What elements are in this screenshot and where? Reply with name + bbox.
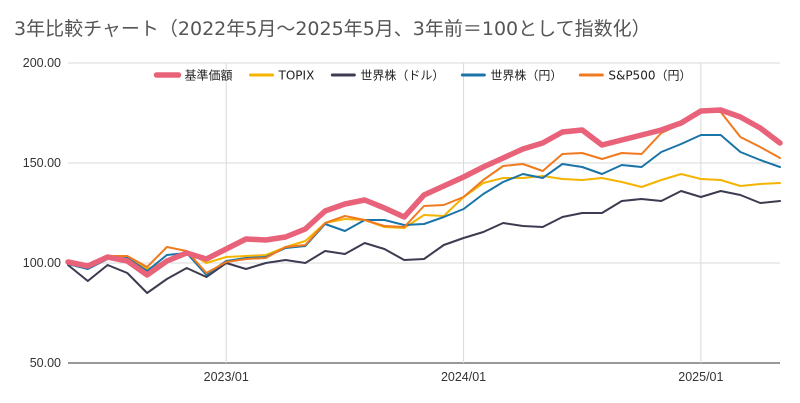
legend-label: S&P500（円）: [608, 69, 691, 83]
x-tick-label: 2025/01: [678, 370, 723, 384]
y-tick-label: 200.00: [23, 56, 61, 70]
y-tick-label: 150.00: [23, 156, 61, 170]
legend-label: 世界株（円）: [490, 68, 562, 83]
gridlines: [68, 62, 780, 364]
legend-label: 基準価額: [185, 68, 233, 83]
y-tick-label: 100.00: [23, 256, 61, 270]
series-line-2: [67, 190, 781, 294]
y-tick-label: 50.00: [30, 356, 61, 370]
x-tick-label: 2024/01: [441, 370, 486, 384]
series-lines: [65, 107, 783, 294]
series-line-0: [65, 107, 783, 278]
axis-tick-labels: 50.00 100.00 150.00 200.00 2023/01 2024/01 202…: [23, 56, 724, 384]
legend-label: 世界株（ドル）: [360, 68, 444, 83]
legend-label: TOPIX: [278, 69, 315, 83]
x-tick-label: 2023/01: [204, 370, 249, 384]
chart-title: 3年比較チャート（2022年5月～2025年5月、3年前＝100として指数化）: [14, 18, 651, 40]
legend: 基準価額 TOPIX 世界株（ドル） 世界株（円） S&P500（円）: [153, 68, 691, 83]
